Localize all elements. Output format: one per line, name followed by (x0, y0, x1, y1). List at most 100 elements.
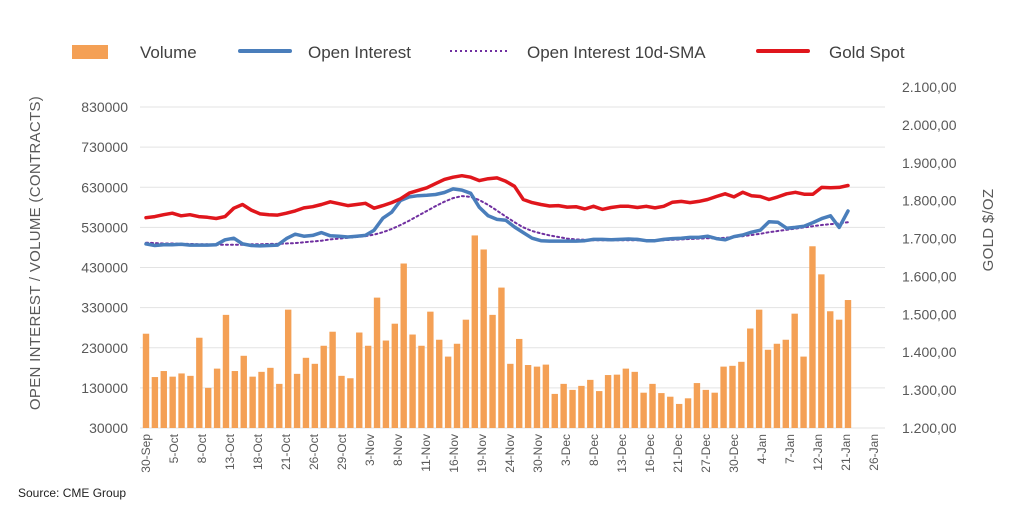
volume-bar (151, 377, 159, 428)
volume-bar (427, 311, 434, 428)
x-tick-label: 29-Oct (335, 433, 349, 470)
x-tick-label: 3-Dec (559, 434, 573, 466)
x-tick-label: 7-Jan (783, 434, 797, 464)
volume-bar (693, 383, 701, 428)
volume-bar (444, 356, 452, 428)
volume-bar (551, 393, 558, 428)
x-tick-label: 12-Jan (811, 434, 825, 471)
x-tick-label: 4-Jan (755, 434, 769, 464)
x-tick-label: 24-Nov (503, 434, 517, 473)
volume-bar (800, 356, 807, 428)
volume-bar (524, 365, 532, 428)
volume-bar (169, 376, 176, 428)
x-tick-label: 16-Nov (447, 434, 461, 473)
volume-bar (329, 331, 336, 428)
volume-bar (142, 333, 150, 428)
volume-bar (791, 313, 798, 428)
left-tick-label: 230000 (81, 340, 128, 356)
left-tick-label: 830000 (81, 99, 128, 115)
volume-bar (587, 379, 594, 428)
x-tick-label: 30-Dec (727, 434, 741, 473)
volume-bar (436, 339, 443, 428)
source-note: Source: CME Group (18, 486, 127, 500)
volume-bar (409, 334, 416, 428)
volume-bar (267, 367, 274, 428)
volume-bar (453, 343, 461, 428)
volume-bar (364, 345, 372, 428)
left-tick-label: 630000 (81, 179, 128, 195)
legend-volume-label: Volume (140, 43, 197, 62)
volume-bar (213, 368, 221, 428)
x-tick-label: 21-Oct (279, 433, 293, 470)
volume-bar (480, 249, 487, 428)
x-tick-label: 30-Sep (139, 434, 153, 473)
x-tick-label: 8-Oct (195, 433, 209, 463)
volume-bar (640, 392, 647, 428)
x-tick-label: 21-Dec (671, 434, 685, 473)
x-tick-label: 26-Oct (307, 433, 321, 470)
left-tick-label: 330000 (81, 300, 128, 316)
volume-bar (818, 274, 825, 428)
volume-bar (595, 391, 603, 428)
right-tick-label: 1.700,00 (902, 231, 957, 247)
volume-bar (320, 345, 327, 428)
volume-bar (196, 337, 203, 428)
left-axis-ticks: 830000 730000 630000 530000 430000 330000 2300… (81, 99, 128, 436)
left-tick-label: 430000 (81, 260, 128, 276)
volume-bar (356, 332, 363, 428)
volume-bar (720, 366, 727, 428)
open-interest-line (144, 187, 850, 248)
volume-bar (729, 365, 736, 428)
volume-bar (569, 389, 576, 428)
volume-bar (684, 398, 692, 428)
x-tick-label: 11-Nov (419, 434, 433, 472)
volume-bar (471, 235, 478, 428)
volume-bar (782, 339, 789, 428)
right-tick-label: 1.500,00 (902, 306, 957, 322)
volume-bar (347, 378, 354, 428)
x-tick-label: 21-Jan (839, 434, 853, 471)
volume-bar (533, 366, 541, 428)
volume-bar (302, 357, 310, 428)
volume-bar (205, 387, 212, 428)
legend-volume-swatch (72, 45, 108, 59)
volume-bar (231, 371, 239, 428)
volume-bar (373, 297, 381, 428)
right-tick-label: 1.200,00 (902, 420, 957, 436)
volume-bar (675, 403, 683, 428)
x-tick-label: 16-Dec (643, 434, 657, 473)
volume-bar (844, 300, 852, 428)
left-tick-label: 730000 (81, 139, 128, 155)
right-axis-ticks: 2.100,00 2.000,00 1.900,00 1.800,00 1.700,00… (902, 79, 957, 436)
volume-bar (738, 361, 745, 428)
volume-bar (578, 385, 585, 428)
right-axis-title: GOLD $/OZ (980, 189, 997, 272)
volume-bar (542, 364, 550, 428)
legend: Volume Open Interest Open Interest 10d-S… (72, 43, 905, 62)
volume-bar (835, 319, 843, 428)
volume-bar (516, 338, 523, 428)
volume-bar (827, 311, 834, 428)
left-tick-label: 530000 (81, 219, 128, 235)
volume-bar (222, 314, 230, 428)
volume-bar (498, 287, 505, 428)
x-tick-label: 8-Nov (391, 434, 405, 466)
right-tick-label: 2.100,00 (902, 79, 957, 95)
volume-bar (240, 355, 247, 428)
volume-bar (258, 371, 265, 428)
volume-bar (702, 389, 710, 428)
right-tick-label: 1.900,00 (902, 155, 957, 171)
volume-bar (560, 383, 567, 428)
legend-gold-spot-label: Gold Spot (829, 43, 905, 62)
volume-bar (462, 319, 470, 428)
volume-bar (604, 375, 612, 428)
volume-bar (613, 374, 621, 428)
volume-bar (773, 343, 781, 428)
x-tick-label: 26-Jan (867, 434, 881, 471)
volume-bar (649, 383, 656, 428)
gold-spot-line (144, 173, 850, 221)
right-tick-label: 2.000,00 (902, 117, 957, 133)
volume-bar (276, 383, 283, 428)
x-tick-label: 3-Nov (363, 434, 377, 466)
